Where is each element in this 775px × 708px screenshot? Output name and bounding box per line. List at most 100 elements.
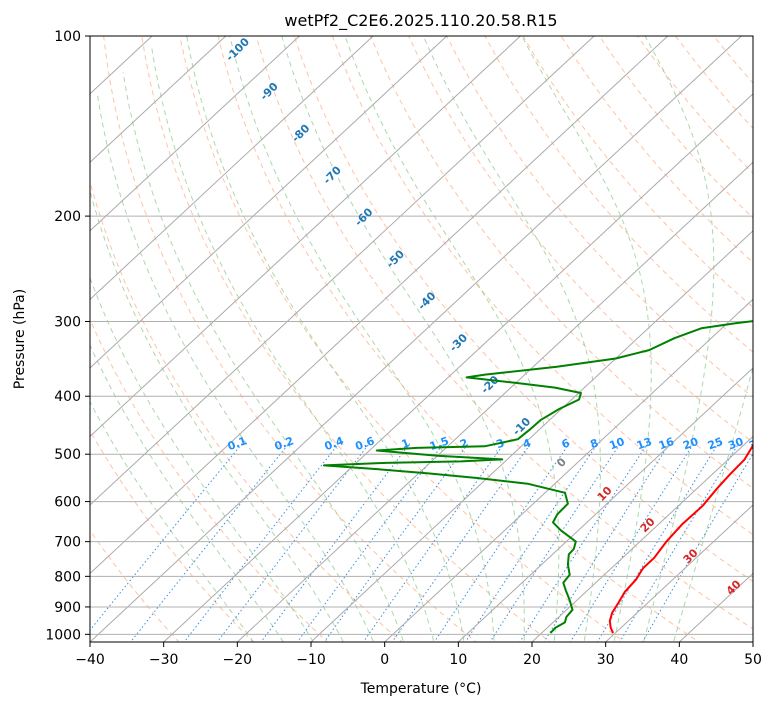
mixing-ratio-line	[129, 443, 290, 642]
x-tick-label: −30	[149, 652, 179, 668]
moist-adiabat	[90, 343, 284, 642]
moist-adiabat-label: -60	[352, 205, 375, 228]
plot-background-lines	[90, 36, 753, 642]
dry-adiabat	[331, 36, 753, 536]
y-axis: 1000 900 800 700 600 500 400 300 200 100	[45, 29, 90, 643]
mixing-ratio-line	[362, 443, 505, 642]
mixing-ratio-line	[519, 443, 648, 642]
x-tick-label: 10	[449, 652, 467, 668]
mixing-ratio-label: 4	[521, 436, 533, 451]
mixing-ratio-line	[391, 443, 532, 642]
moist-adiabat-label: 0	[554, 455, 569, 470]
moist-adiabat	[90, 400, 255, 642]
mixing-ratio-label: 13	[635, 435, 654, 452]
moist-adiabat	[90, 189, 344, 642]
mixing-ratio-line	[90, 443, 243, 632]
mixing-ratio-label: 0.1	[226, 434, 249, 453]
x-tick-label: 30	[597, 652, 615, 668]
isotherm	[310, 230, 753, 642]
moist-adiabat-label: -90	[258, 80, 281, 103]
y-tick-label: 700	[54, 535, 81, 551]
isotherm	[457, 367, 753, 642]
x-tick-label: −10	[296, 652, 326, 668]
mixing-ratio-label: 1.5	[428, 434, 451, 453]
dry-adiabat	[255, 36, 753, 630]
moist-adiabat	[122, 72, 405, 642]
mixing-ratio-label: 6	[560, 436, 572, 451]
moist-adiabat-label: -100	[223, 35, 252, 64]
isotherm	[90, 36, 374, 301]
y-tick-label: 400	[54, 389, 81, 405]
isotherm	[90, 36, 301, 232]
dry-adiabat	[141, 36, 552, 642]
moist-adiabat-label: -70	[321, 163, 344, 186]
moist-adiabat	[344, 36, 560, 642]
moist-adiabat	[643, 36, 715, 642]
x-axis: −40 −30 −20 −10 0 10 20 30 40 50	[75, 642, 762, 668]
isotherm	[90, 36, 743, 642]
isotherm	[90, 36, 669, 575]
plot-frame	[89, 35, 754, 643]
x-tick-label: 20	[523, 652, 541, 668]
isotherm	[236, 161, 753, 642]
moist-adiabat	[90, 276, 314, 642]
mixing-ratio-label: 25	[706, 435, 725, 452]
y-tick-label: 1000	[45, 627, 81, 643]
y-tick-label: 800	[54, 569, 81, 585]
background-line-labels: -100-90-80-70-60-50-40-30-20-10010203040…	[223, 35, 766, 598]
isotherm	[90, 36, 227, 163]
moist-adiabat-label: -10	[510, 415, 533, 438]
moist-adiabat	[229, 36, 495, 642]
mixing-ratio-label: 2	[458, 436, 470, 451]
mixing-ratio-label: 30	[726, 435, 745, 453]
dry-adiabat	[522, 36, 753, 308]
y-tick-label: 100	[54, 29, 81, 45]
dry-adiabat	[103, 36, 477, 642]
mixing-ratio-label: 1	[400, 436, 412, 451]
moist-adiabat-label: 10	[595, 484, 615, 504]
mixing-ratio-label: 16	[657, 435, 676, 453]
mixing-ratio-line	[489, 443, 621, 642]
isotherm	[531, 435, 753, 642]
moist-adiabat	[672, 365, 753, 642]
dewpoint-line	[323, 320, 753, 634]
moist-adiabat-label: -80	[289, 122, 312, 145]
dry-adiabat	[751, 36, 753, 39]
x-tick-label: −20	[223, 652, 253, 668]
dry-adiabat	[713, 36, 753, 84]
mixing-ratio-line	[260, 443, 411, 642]
dry-adiabat	[293, 36, 753, 583]
dry-adiabat	[179, 36, 626, 642]
moist-adiabat	[521, 36, 652, 642]
mixing-ratio-line	[596, 443, 719, 642]
mixing-ratio-label: 36	[747, 435, 766, 453]
x-axis-label: Temperature (°C)	[360, 681, 482, 697]
mixing-ratio-line	[543, 443, 670, 642]
moist-adiabat-label: -20	[478, 373, 501, 396]
mixing-ratio-line	[569, 443, 695, 642]
isotherm	[383, 298, 753, 642]
moist-adiabat	[96, 93, 375, 642]
mixing-ratio-line	[619, 443, 740, 642]
moist-adiabat-label: -40	[415, 289, 438, 312]
x-tick-label: 0	[380, 652, 389, 668]
temperature-line	[608, 443, 753, 634]
y-tick-label: 500	[54, 447, 81, 463]
x-tick-label: −40	[75, 652, 105, 668]
isotherm	[90, 36, 448, 369]
y-tick-label: 600	[54, 495, 81, 511]
moist-adiabat-label: 30	[681, 546, 701, 566]
moist-adiabat-label: 20	[638, 515, 658, 535]
y-axis-label: Pressure (hPa)	[12, 289, 28, 389]
mixing-ratio-label: 0.4	[323, 434, 346, 453]
moist-adiabat	[281, 36, 525, 642]
mixing-ratio-label: 10	[608, 435, 627, 453]
mixing-ratio-line	[464, 443, 599, 642]
isotherm	[752, 641, 753, 642]
dry-adiabat	[90, 429, 254, 642]
y-tick-label: 300	[54, 314, 81, 330]
y-tick-label: 200	[54, 209, 81, 225]
sounding-profiles	[323, 320, 753, 634]
dry-adiabat	[484, 36, 753, 353]
